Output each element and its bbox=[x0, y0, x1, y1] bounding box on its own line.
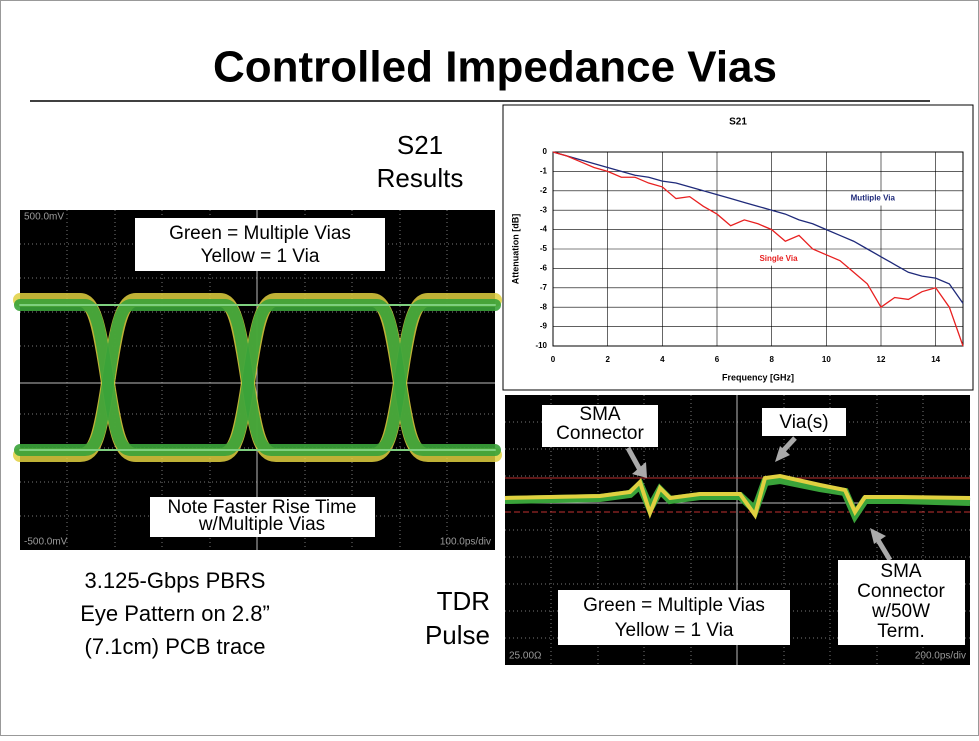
y-tick-label: -5 bbox=[540, 244, 548, 253]
tdr-callout: Connector bbox=[857, 581, 945, 602]
tdr-legend: Yellow = 1 Via bbox=[615, 620, 734, 641]
s21-chart: S21 Frequency [GHz] Attenuation [dB] 0 -1… bbox=[503, 105, 973, 390]
tdr-plot: 25.00Ω 200.0ps/div SMA Connector Via(s) … bbox=[505, 395, 970, 665]
tdr-callout: SMA bbox=[880, 561, 922, 582]
eye-bottom-scale: -500.0mV bbox=[24, 537, 68, 548]
x-tick-label: 8 bbox=[769, 355, 774, 364]
y-tick-label: -3 bbox=[540, 205, 548, 214]
slide: Controlled Impedance Vias S21 Results 50… bbox=[0, 0, 979, 736]
eye-top-scale: 500.0mV bbox=[24, 212, 64, 223]
slide-title: Controlled Impedance Vias bbox=[213, 43, 777, 92]
y-tick-label: -10 bbox=[535, 341, 547, 350]
tdr-callout: w/50W bbox=[871, 601, 930, 622]
y-tick-label: 0 bbox=[543, 147, 548, 156]
tdr-callout: SMA bbox=[579, 404, 621, 425]
x-tick-label: 10 bbox=[822, 355, 831, 364]
y-tick-label: -6 bbox=[540, 264, 548, 273]
s21-label: Results bbox=[377, 163, 464, 193]
tdr-legend: Green = Multiple Vias bbox=[583, 595, 765, 616]
y-axis-label: Attenuation [dB] bbox=[510, 214, 520, 284]
y-tick-label: -9 bbox=[540, 322, 548, 331]
tdr-left-scale: 25.00Ω bbox=[509, 651, 542, 662]
eye-time-scale: 100.0ps/div bbox=[440, 537, 491, 548]
s21-label: S21 bbox=[397, 130, 443, 160]
series-label: Single Via bbox=[759, 254, 798, 263]
eye-diagram: 500.0mV -500.0mV 100.0ps/div Green = Mul… bbox=[20, 210, 495, 550]
eye-caption: Eye Pattern on 2.8” bbox=[80, 601, 270, 626]
x-tick-label: 6 bbox=[715, 355, 720, 364]
x-axis-label: Frequency [GHz] bbox=[722, 372, 794, 382]
y-tick-label: -4 bbox=[540, 225, 548, 234]
eye-legend: Yellow = 1 Via bbox=[201, 246, 320, 267]
x-tick-label: 0 bbox=[551, 355, 556, 364]
y-tick-label: -2 bbox=[540, 186, 548, 195]
y-tick-label: -8 bbox=[540, 302, 548, 311]
x-tick-label: 12 bbox=[877, 355, 886, 364]
y-tick-label: -1 bbox=[540, 167, 548, 176]
x-tick-label: 14 bbox=[931, 355, 940, 364]
tdr-callout: Term. bbox=[877, 621, 925, 642]
eye-legend: Green = Multiple Vias bbox=[169, 223, 351, 244]
y-tick-label: -7 bbox=[540, 283, 548, 292]
series-label: Mutliple Via bbox=[851, 194, 896, 203]
eye-note: w/Multiple Vias bbox=[198, 514, 325, 535]
tdr-callout: Connector bbox=[556, 423, 644, 444]
eye-caption: 3.125-Gbps PBRS bbox=[85, 568, 266, 593]
tdr-label: TDR bbox=[437, 586, 490, 616]
x-tick-label: 2 bbox=[605, 355, 610, 364]
tdr-label: Pulse bbox=[425, 620, 490, 650]
tdr-callout: Via(s) bbox=[779, 412, 828, 433]
eye-caption: (7.1cm) PCB trace bbox=[85, 634, 266, 659]
tdr-time-scale: 200.0ps/div bbox=[915, 651, 966, 662]
chart-title: S21 bbox=[729, 117, 747, 128]
x-tick-label: 4 bbox=[660, 355, 665, 364]
